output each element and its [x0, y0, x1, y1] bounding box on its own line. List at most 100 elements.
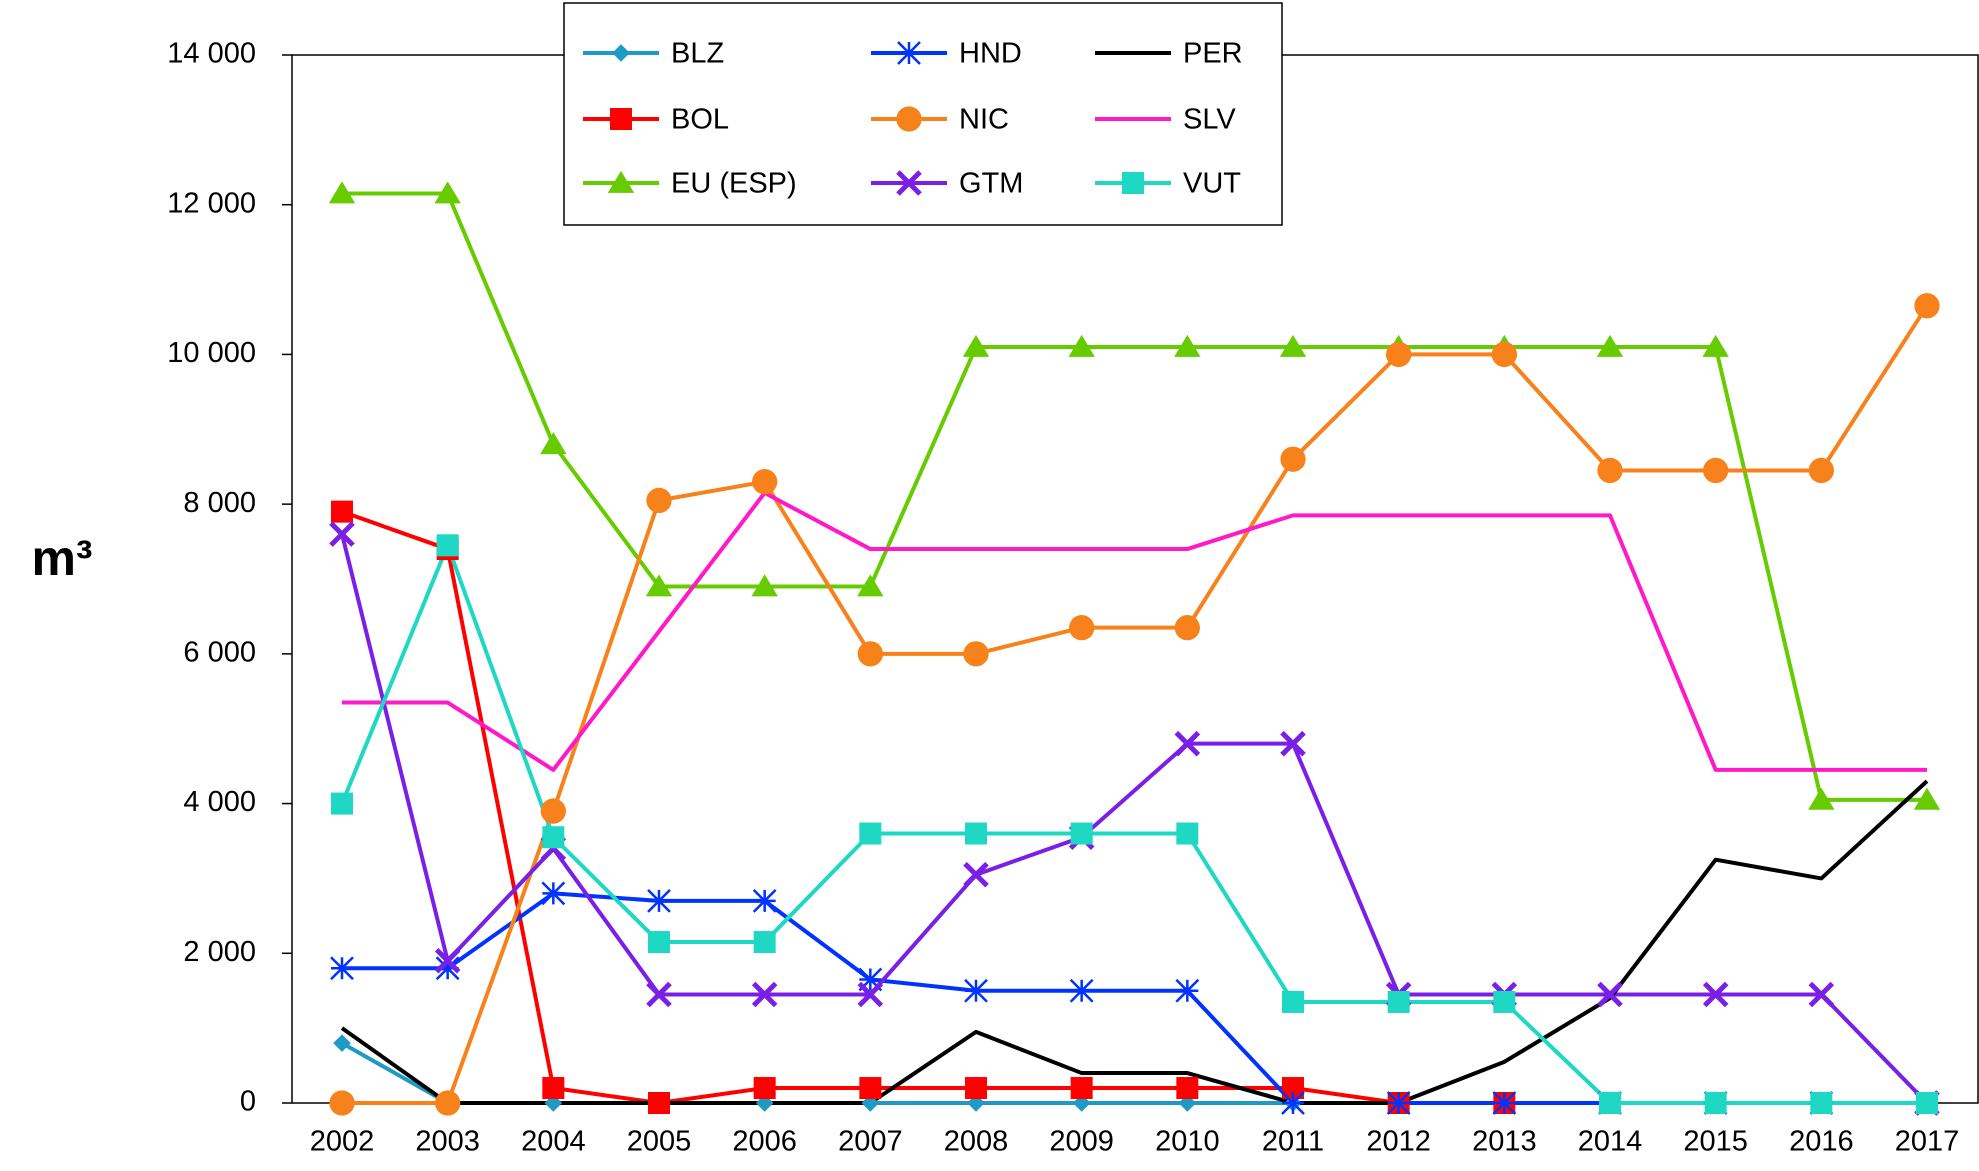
series-line [341, 509, 1505, 1105]
legend-label: PER [1183, 38, 1243, 70]
marker [1281, 1091, 1305, 1115]
marker [1808, 787, 1835, 810]
marker [1599, 1092, 1621, 1114]
x-tick-label: 2010 [1155, 1126, 1220, 1158]
marker [646, 981, 672, 1008]
marker [612, 44, 630, 62]
x-tick-label: 2015 [1683, 1126, 1748, 1158]
y-tick-label: 0 [240, 1086, 256, 1118]
marker [753, 1077, 776, 1100]
marker [331, 792, 353, 815]
x-tick-label: 2012 [1366, 1126, 1431, 1158]
marker [648, 931, 670, 954]
marker [540, 432, 567, 455]
marker [331, 500, 353, 523]
marker [1174, 615, 1200, 641]
marker [963, 641, 989, 667]
legend-label: HND [959, 38, 1022, 70]
marker [610, 108, 632, 130]
marker [1176, 1077, 1199, 1100]
marker [434, 948, 461, 974]
series-line [342, 490, 1927, 772]
marker [540, 798, 566, 824]
marker [1913, 787, 1941, 810]
legend-label: EU (ESP) [671, 168, 797, 200]
marker [859, 822, 882, 845]
legend-label: VUT [1183, 168, 1241, 200]
y-tick-label: 14 000 [167, 38, 256, 70]
marker [1280, 730, 1306, 757]
legend-box [563, 2, 1283, 226]
x-tick-label: 2008 [944, 1126, 1009, 1158]
marker [964, 978, 988, 1003]
marker [967, 1094, 985, 1112]
marker [1597, 457, 1623, 484]
marker [752, 889, 777, 913]
marker [648, 1092, 670, 1114]
y-tick-label: 2 000 [183, 936, 256, 968]
x-tick-label: 2006 [732, 1126, 797, 1158]
marker [858, 967, 883, 992]
marker [963, 861, 989, 888]
legend-label: BLZ [671, 38, 724, 70]
marker [1282, 990, 1304, 1013]
marker [896, 170, 922, 196]
marker [1069, 615, 1095, 641]
marker [541, 881, 566, 906]
marker [646, 487, 672, 514]
x-tick-label: 2005 [627, 1126, 692, 1158]
legend-label: BOL [671, 104, 729, 136]
marker [436, 534, 459, 557]
y-tick-label: 8 000 [183, 487, 256, 519]
marker [435, 1090, 461, 1116]
marker [751, 981, 778, 1008]
marker [647, 889, 671, 913]
marker [1492, 1091, 1517, 1115]
x-tick-label: 2007 [838, 1126, 903, 1158]
marker [435, 956, 460, 981]
marker [1703, 457, 1729, 484]
marker [1597, 981, 1623, 1008]
legend-label: NIC [959, 104, 1009, 136]
marker [1916, 1092, 1938, 1114]
marker [753, 931, 776, 954]
x-tick-label: 2003 [415, 1126, 480, 1158]
marker [542, 1077, 565, 1100]
marker [1068, 334, 1095, 357]
marker [965, 1077, 987, 1100]
marker [434, 181, 461, 204]
y-tick-label: 12 000 [167, 187, 256, 219]
marker [1279, 334, 1307, 357]
marker [328, 181, 356, 204]
marker [1069, 978, 1094, 1003]
x-tick-label: 2017 [1895, 1126, 1960, 1158]
marker [542, 826, 565, 849]
marker [329, 1090, 355, 1116]
marker [1596, 334, 1624, 357]
x-tick-label: 2011 [1262, 1126, 1324, 1158]
marker [333, 1034, 351, 1052]
series-line [340, 533, 1929, 1105]
marker [1176, 822, 1199, 845]
x-tick-label: 2014 [1578, 1126, 1643, 1158]
marker [859, 1077, 882, 1100]
marker [1702, 334, 1729, 357]
y-axis-label: m³ [31, 530, 92, 586]
marker [857, 641, 883, 667]
marker [1174, 730, 1201, 757]
marker [857, 574, 884, 597]
marker [1282, 1077, 1304, 1100]
marker [329, 521, 355, 547]
marker [1808, 457, 1834, 484]
marker [1491, 341, 1517, 368]
x-tick-label: 2002 [310, 1126, 375, 1158]
marker [1704, 1092, 1727, 1114]
marker [1122, 172, 1144, 194]
marker [1174, 334, 1201, 357]
marker [857, 981, 884, 1008]
y-tick-label: 4 000 [183, 786, 256, 818]
marker [1070, 822, 1093, 845]
marker [1070, 1077, 1093, 1100]
x-tick-label: 2004 [521, 1126, 586, 1158]
